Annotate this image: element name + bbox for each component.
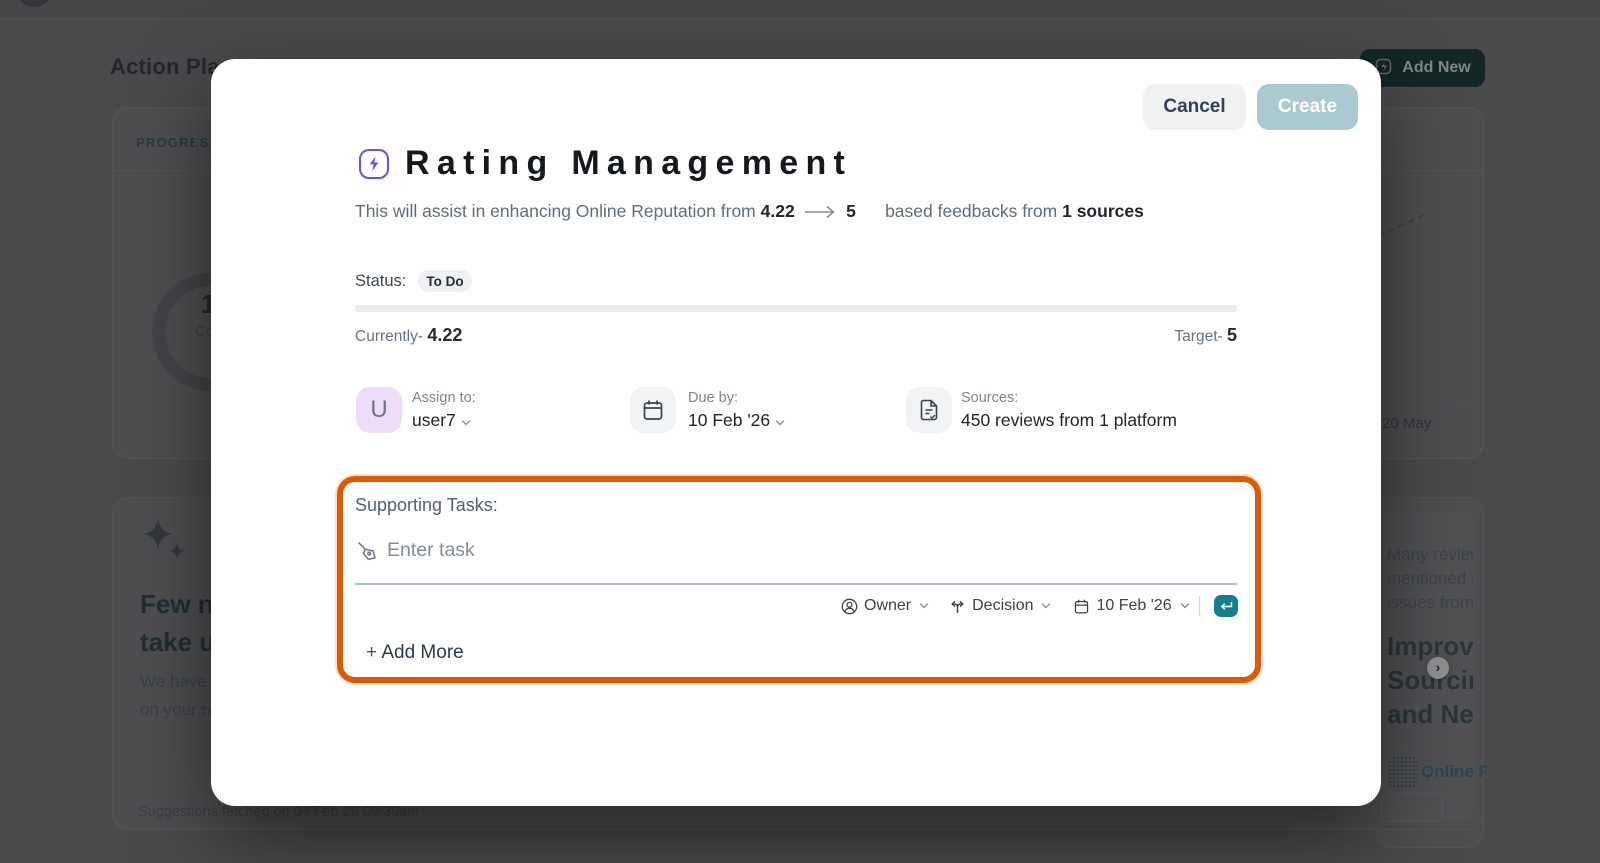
svg-text:20 May: 20 May (1382, 415, 1432, 432)
